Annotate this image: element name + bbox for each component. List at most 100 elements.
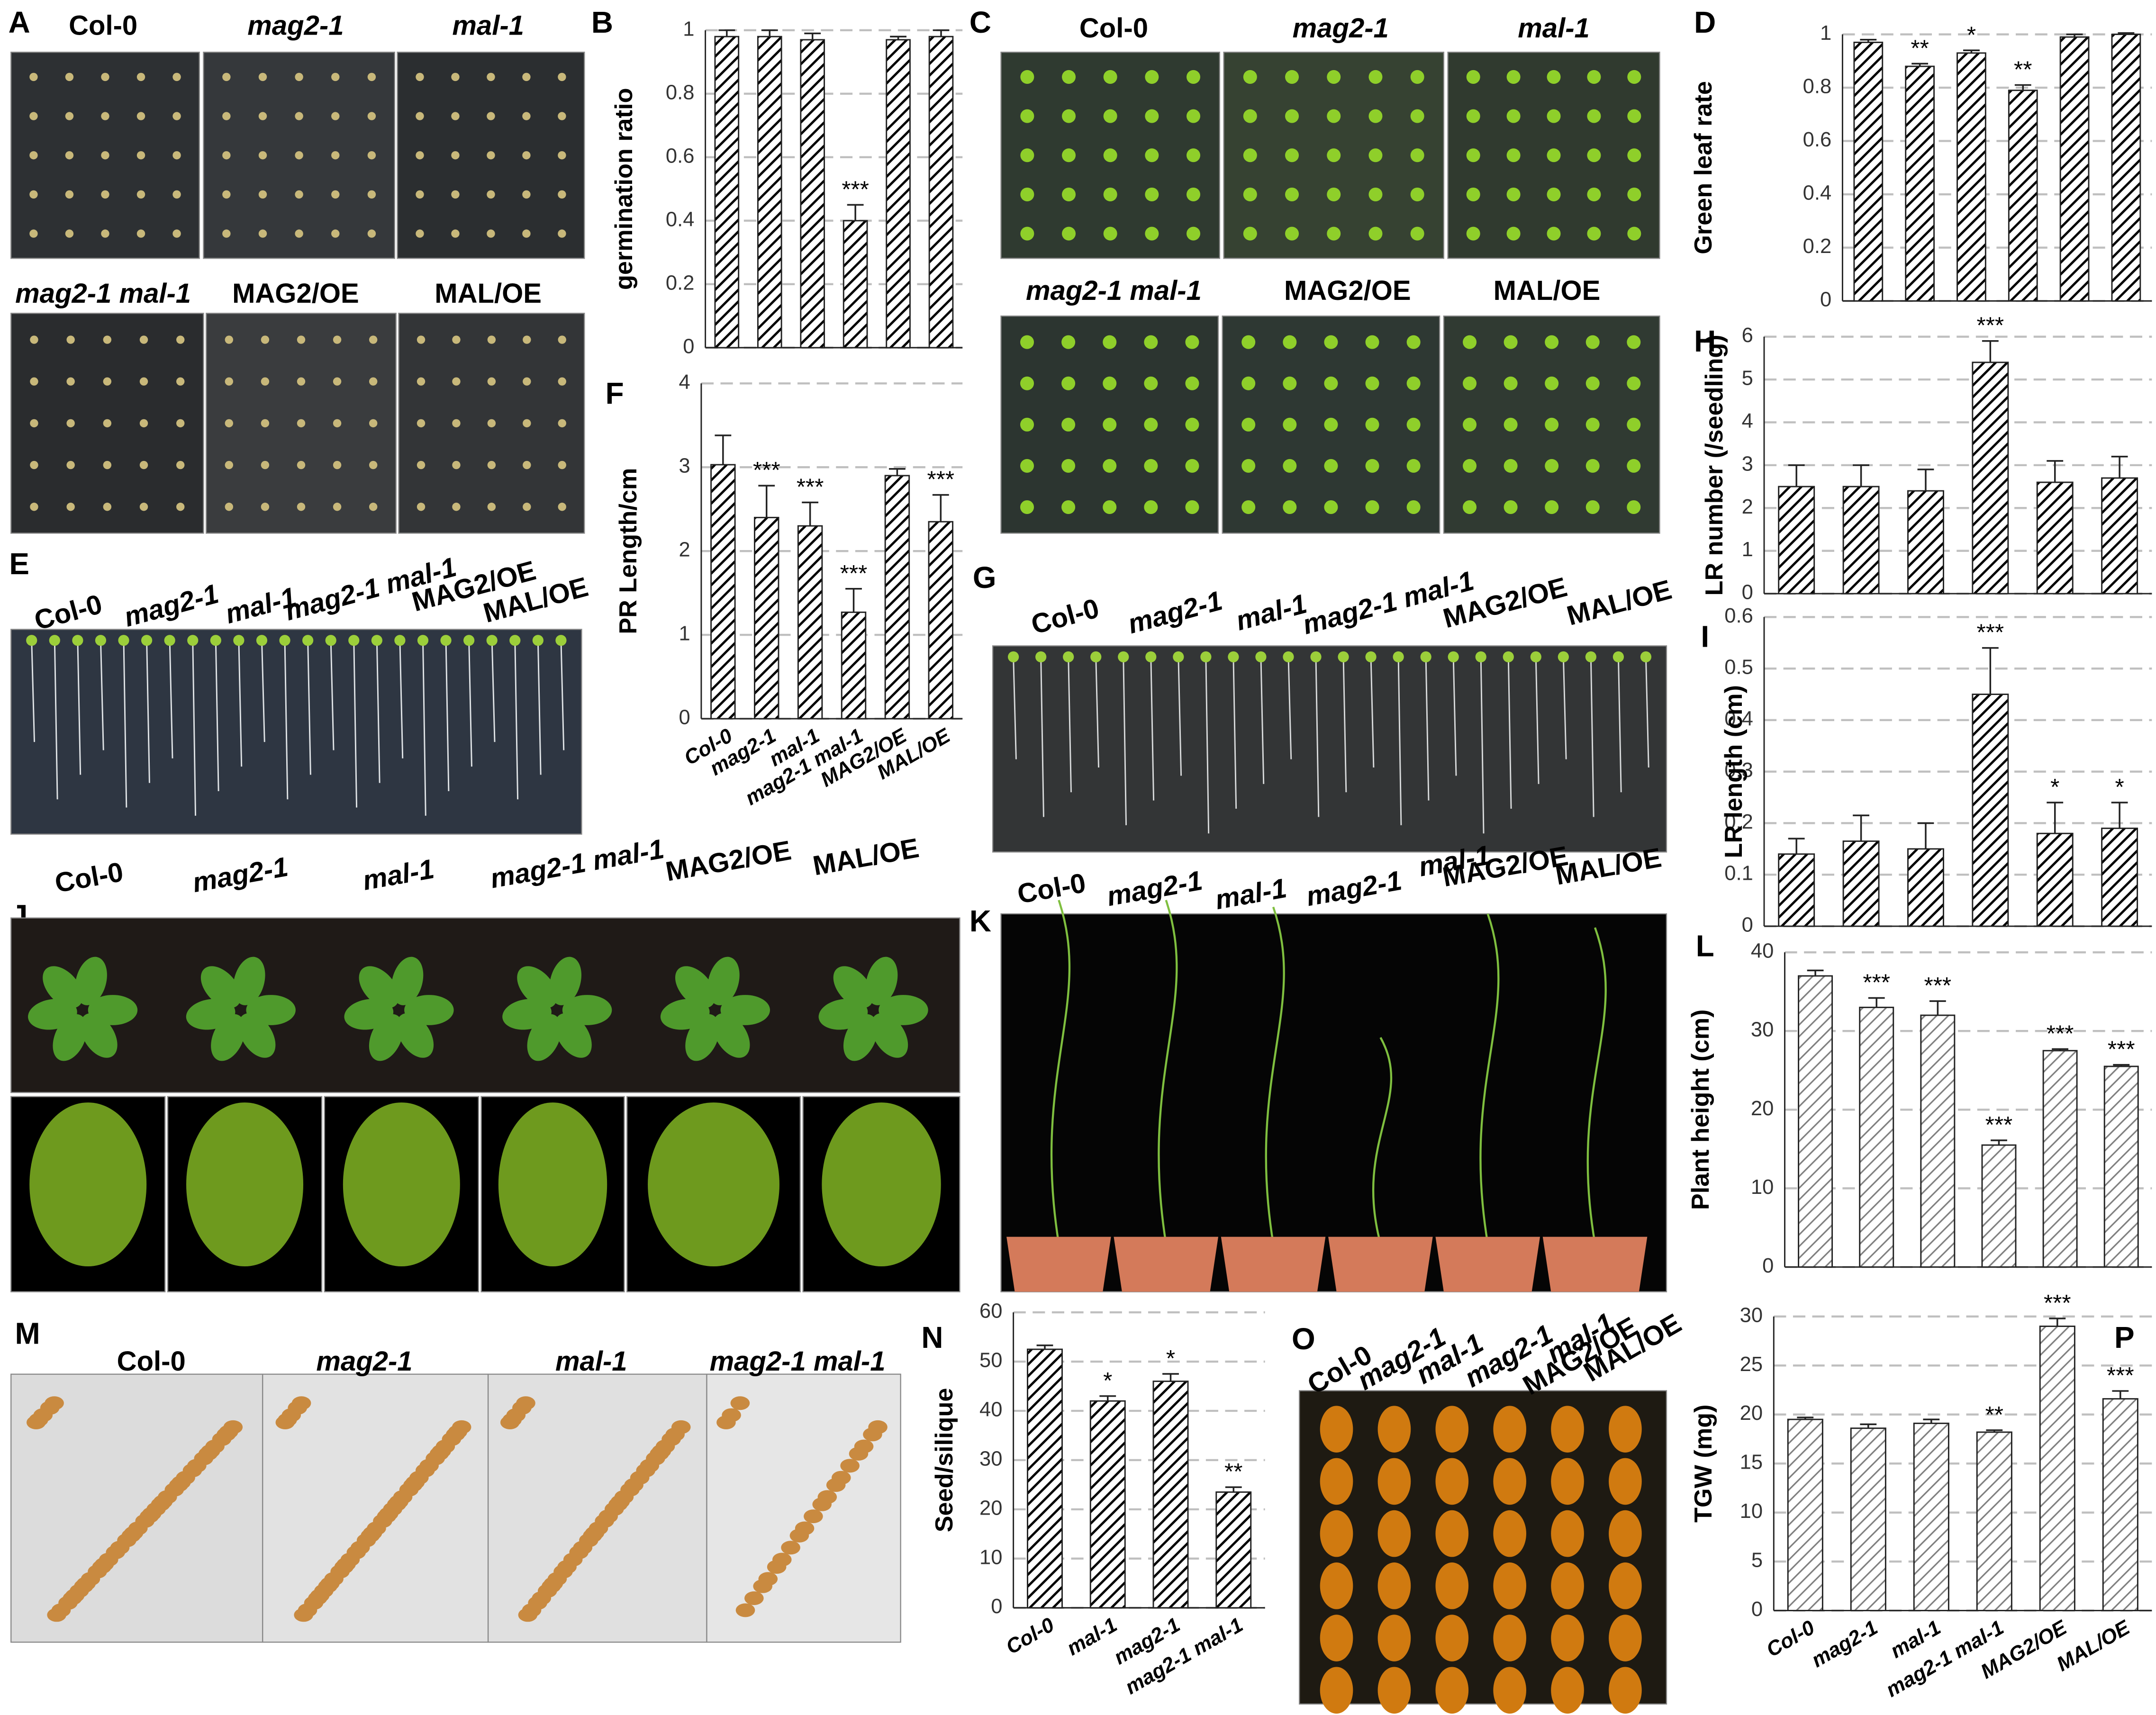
seed (1493, 1406, 1526, 1453)
root (399, 640, 404, 758)
bar (2111, 34, 2141, 302)
seedling (1062, 109, 1076, 123)
y-tick-label: 10 (1740, 1500, 1763, 1523)
seedling (367, 190, 376, 199)
genotype-label: mal-1 (452, 10, 524, 41)
cotyledon (1310, 651, 1322, 663)
seedling (258, 229, 267, 238)
seedling (416, 112, 424, 120)
genotype-label: MAL/OE (811, 832, 922, 881)
seedling (1506, 148, 1521, 162)
significance: ** (2014, 56, 2032, 82)
seedling (1241, 417, 1256, 432)
rosette-leaf (554, 1013, 592, 1058)
seed (868, 1420, 888, 1434)
photo (1299, 1390, 1667, 1705)
bar (1972, 361, 2009, 595)
cotyledon (1283, 651, 1294, 663)
genotype-label: mag2-1 (121, 578, 222, 632)
seedling (333, 419, 342, 428)
photo (992, 645, 1667, 853)
root (1507, 657, 1512, 809)
seedling (331, 72, 340, 81)
seedling (1545, 459, 1559, 473)
error-bar (2111, 456, 2128, 478)
photo (1000, 913, 1667, 1292)
error-bar (933, 29, 950, 37)
y-axis-label: PR Length/cm (615, 468, 642, 634)
cotyledon (394, 635, 406, 646)
seed (171, 1475, 191, 1489)
seedling (172, 112, 181, 120)
seedling (487, 460, 496, 469)
seedling (1020, 335, 1034, 349)
seedling (172, 190, 181, 199)
seed (1609, 1562, 1642, 1609)
seedling (176, 419, 185, 428)
seedling (369, 503, 378, 511)
seedling (1365, 376, 1379, 390)
y-axis-label: Seed/silique (931, 1388, 958, 1533)
seed (817, 1490, 837, 1504)
genotype-label: mal-1 (1213, 873, 1289, 915)
seedling (1103, 148, 1117, 162)
seedling (1406, 459, 1421, 473)
seedling (1103, 376, 1117, 390)
cotyledon (1145, 651, 1157, 663)
seed (1551, 1667, 1584, 1714)
seed (772, 1553, 792, 1567)
seedling (222, 112, 231, 120)
seedling (1466, 109, 1480, 123)
significance: * (2115, 774, 2124, 800)
pot (1221, 1237, 1326, 1292)
panel-letter: N (921, 1320, 943, 1354)
seedling (101, 112, 109, 120)
seed (502, 1413, 522, 1427)
root (1370, 657, 1375, 768)
photo (706, 1373, 901, 1643)
seedling (452, 419, 461, 428)
seedling (487, 503, 496, 511)
seedling (1463, 459, 1477, 473)
cotyledon (1063, 651, 1074, 663)
root (376, 640, 380, 783)
error-bar (804, 32, 821, 40)
y-tick-label: 0.4 (1724, 707, 1753, 730)
seed (294, 1608, 313, 1622)
seed (1377, 1615, 1411, 1661)
seed (569, 1545, 589, 1560)
seedling (451, 190, 460, 199)
seedling (66, 503, 75, 511)
root (491, 640, 496, 742)
photo (10, 629, 582, 835)
seedling (1241, 335, 1256, 349)
seedling (101, 151, 109, 160)
error-bar (715, 434, 732, 465)
seedling (333, 503, 342, 511)
seedling (261, 419, 270, 428)
panel-letter: G (973, 560, 996, 595)
y-tick-label: 50 (979, 1349, 1002, 1372)
seedling (522, 151, 531, 160)
root (1287, 657, 1292, 759)
panel-letter: L (1696, 929, 1714, 963)
seedling (139, 377, 148, 386)
seedling (1283, 376, 1297, 390)
bar (884, 475, 910, 720)
y-tick-label: 3 (1742, 452, 1753, 475)
root (1590, 657, 1594, 817)
bar (1981, 1144, 2017, 1268)
bar (2008, 90, 2038, 302)
seedling (1062, 148, 1076, 162)
root (1480, 657, 1485, 834)
y-axis-label: TGW (mg) (1690, 1404, 1717, 1522)
genotype-label: Col-0 (1079, 13, 1148, 44)
cotyledon (302, 635, 314, 646)
seedling (1241, 459, 1256, 473)
seedling (295, 229, 303, 238)
seed (730, 1396, 750, 1410)
bar (1913, 1422, 1949, 1612)
seedling (1283, 500, 1297, 514)
seedling (297, 460, 306, 469)
rosette-leaf (707, 957, 740, 1005)
